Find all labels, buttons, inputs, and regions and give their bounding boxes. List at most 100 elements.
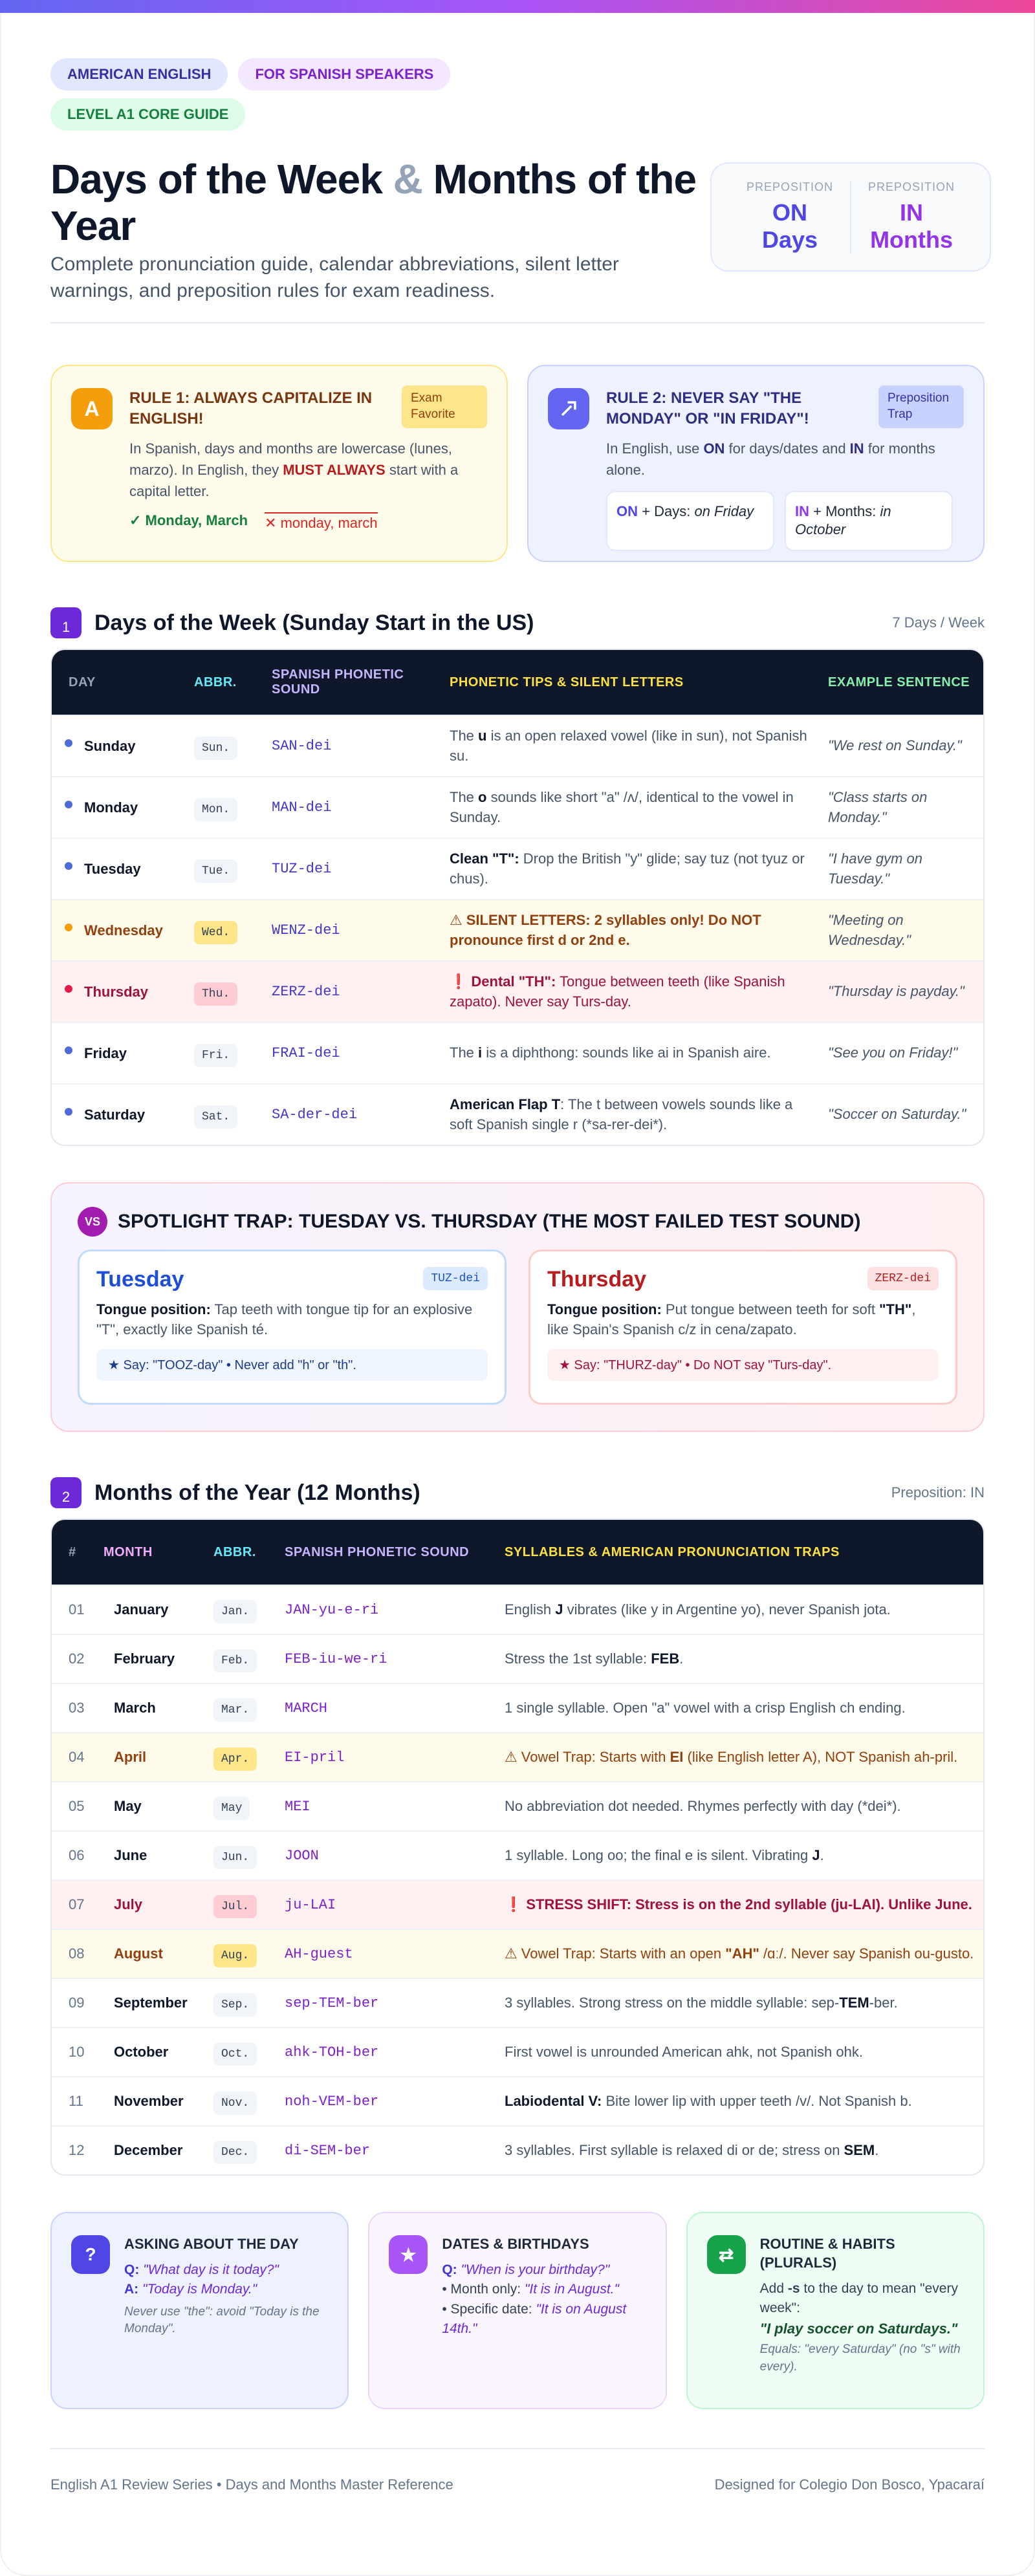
phonetic: ju-LAI: [285, 1896, 336, 1913]
rule-title: RULE 2: NEVER SAY "THE MONDAY" OR "IN FR…: [606, 389, 809, 428]
card-content: ASKING ABOUT THE DAY Q: "What day is it t…: [124, 2235, 328, 2386]
line-text: "What day is it today?": [143, 2262, 279, 2277]
abbr-cell: Mon.: [188, 792, 265, 824]
phonetic: JAN-yu-e-ri: [285, 1601, 379, 1618]
month-name: October: [114, 2044, 169, 2061]
abbreviation: Tue.: [194, 859, 238, 883]
card-name: Tuesday: [96, 1267, 184, 1292]
emphasis: Labiodental V:: [505, 2092, 602, 2109]
month-name: December: [114, 2142, 183, 2159]
column-header: SPANISH PHONETIC SOUND: [272, 667, 404, 697]
preposition-box: PREPOSITION ON Days PREPOSITION IN Months: [710, 162, 992, 272]
card-content: DATES & BIRTHDAYS Q: "When is your birthd…: [442, 2235, 646, 2386]
month-number: 09: [69, 1995, 85, 2011]
abbreviation: Nov.: [213, 2092, 257, 2116]
section-meta: 7 Days / Week: [892, 614, 985, 631]
column-header: DAY: [69, 675, 96, 689]
text-fragment: .: [875, 2141, 879, 2158]
emphasis: American Flap T: [450, 1096, 561, 1113]
footer-left: English A1 Review Series • Days and Mont…: [50, 2476, 453, 2493]
line-label: Q:: [442, 2262, 457, 2277]
table-header: DAY ABBR. SPANISH PHONETIC SOUND PHONETIC T…: [52, 650, 983, 715]
badge: AMERICAN ENGLISH: [50, 58, 228, 91]
title-part: Days of the Week: [50, 156, 383, 202]
text-fragment: Tap teeth with tongue tip for an explosi…: [96, 1301, 473, 1338]
text-fragment: start with a capital letter.: [129, 461, 459, 499]
abbr-cell: Oct.: [207, 2036, 278, 2068]
text-fragment: The: [450, 1044, 479, 1061]
card-sound: TUZ-dei: [423, 1267, 488, 1291]
section-title: Days of the Week (Sunday Start in the US…: [94, 610, 534, 635]
card-line: Q: "When is your birthday?": [442, 2260, 646, 2280]
preposition-value: ON Days: [761, 199, 818, 254]
tip-card: ? ASKING ABOUT THE DAY Q: "What day is it …: [50, 2212, 349, 2410]
card-icon: ⇄: [706, 2235, 746, 2275]
abbr-cell: Sat.: [188, 1099, 265, 1131]
emphasis: o: [478, 789, 487, 806]
spotlight-icon: VS: [78, 1207, 107, 1237]
rule-body: In English, use ON for days/dates and IN…: [606, 438, 964, 481]
card-note: Equals: "every Saturday" (no "s" with ev…: [759, 2343, 961, 2374]
month-row: 07 July Jul. ju-LAI ❗ STRESS SHIFT: Stress is…: [52, 1879, 983, 1929]
text-fragment: 3 syllables. First syllable is relaxed d…: [505, 2141, 844, 2158]
text-fragment: Vowel Trap: Starts with: [521, 1748, 670, 1765]
abbreviation: Oct.: [213, 2042, 257, 2066]
spotlight-header: VS SPOTLIGHT TRAP: TUESDAY VS. THURSDAY (…: [78, 1207, 957, 1237]
month-number: 12: [69, 2142, 85, 2159]
card-title: ASKING ABOUT THE DAY: [124, 2236, 299, 2253]
abbreviation: Sun.: [194, 736, 238, 760]
day-row: Tuesday Tue. TUZ-dei Clean "T": Drop the Br…: [52, 838, 983, 899]
rule-title: RULE 1: ALWAYS CAPITALIZE IN ENGLISH!: [129, 389, 373, 428]
abbr-cell: Fri.: [188, 1037, 265, 1070]
phonetic: AH-guest: [285, 1945, 353, 1962]
tip: ⚠ SILENT LETTERS: 2 syllables only! Do NO…: [443, 903, 822, 958]
abbreviation: Dec.: [213, 2141, 257, 2165]
emphasis: SEM: [844, 2141, 875, 2158]
abbreviation: Wed.: [194, 920, 238, 944]
day-row: Thursday Thu. ZERZ-dei ❗ Dental "TH": Tongue…: [52, 960, 983, 1023]
example-sentence: "I have gym on Tuesday.": [828, 850, 922, 887]
emphasis: Dental "TH":: [471, 973, 556, 990]
header: Days of the Week & Months of the Year Com…: [50, 156, 992, 324]
emphasis: ON: [703, 440, 725, 457]
phonetic: JOON: [285, 1847, 319, 1864]
rule-icon: [548, 388, 589, 430]
phonetic: ahk-TOH-ber: [285, 2044, 379, 2061]
day-name: Friday: [52, 1037, 188, 1070]
text-fragment: for days/dates and: [724, 440, 850, 457]
section-number: 1: [50, 607, 82, 639]
text-fragment: The: [450, 728, 479, 744]
day-name: Saturday: [52, 1099, 188, 1131]
phonetic: MEI: [285, 1798, 310, 1815]
text-fragment: sounds like short "a" /ʌ/, identical to …: [450, 789, 794, 825]
text-fragment: vibrates (like y in Argentine yo), never…: [563, 1601, 891, 1618]
text-fragment: is an open relaxed vowel (like in sun), …: [450, 728, 807, 764]
tone-icon: ❗: [505, 1896, 523, 1912]
table-header: # MONTH ABBR. SPANISH PHONETIC SOUND SYLLABL…: [52, 1520, 983, 1585]
month-row: 06 June Jun. JOON 1 syllable. Long oo; the f…: [52, 1830, 983, 1879]
month-number: 05: [69, 1798, 85, 1815]
text-fragment: Put tongue between teeth for soft: [661, 1301, 880, 1318]
card-bullet: Specific date: "It is on August 14th.": [442, 2300, 646, 2339]
emphasis: u: [478, 728, 487, 744]
month-number: 11: [69, 2093, 83, 2110]
text-fragment: Drop the British "y" glide; say tuz (not…: [450, 850, 805, 887]
emphasis: IN: [849, 440, 864, 457]
tip: The i is a diphthong: sounds like ai in …: [443, 1035, 822, 1071]
month-name: November: [114, 2093, 184, 2110]
bullet-label: Month only:: [450, 2282, 521, 2297]
month-row: 08 August Aug. AH-guest ⚠ Vowel Trap: Starts …: [52, 1929, 983, 1978]
rules: A RULE 1: ALWAYS CAPITALIZE IN ENGLISH! In…: [50, 365, 985, 563]
text-fragment: Add: [759, 2280, 788, 2296]
column-header: #: [69, 1544, 76, 1559]
abbreviation: Jul.: [213, 1895, 257, 1919]
month-row: 10 October Oct. ahk-TOH-ber First vowel is u…: [52, 2027, 983, 2076]
section-heading: 1 Days of the Week (Sunday Start in the U…: [50, 605, 985, 641]
card-position: Tongue position: Tap teeth with tongue t…: [96, 1300, 488, 1340]
examples: ON + Days: on Friday IN + Months: in Octo…: [606, 490, 964, 551]
example-sentence: "See you on Friday!": [828, 1044, 958, 1061]
emphasis: -s: [787, 2280, 800, 2296]
text-fragment: First vowel is unrounded American ahk, n…: [505, 2043, 863, 2060]
month-row: 09 September Sep. sep-TEM-ber 3 syllables. S…: [52, 1978, 983, 2027]
day-name: Thursday: [52, 976, 188, 1008]
